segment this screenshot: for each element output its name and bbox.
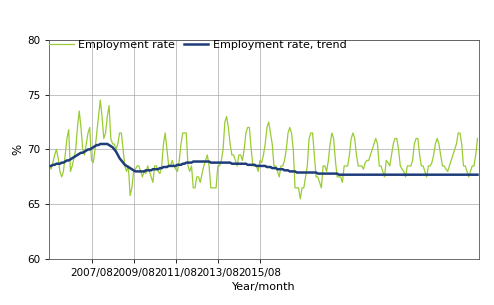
Employment rate, trend: [97, 142, 103, 146]
Employment rate, trend: [178, 163, 184, 167]
Employment rate: [297, 197, 303, 201]
Employment rate: [252, 164, 258, 168]
Employment rate: [46, 164, 52, 168]
Line: Employment rate: Employment rate: [49, 100, 478, 199]
Employment rate, trend: [260, 164, 266, 168]
Employment rate: [78, 126, 84, 129]
Employment rate, trend: [46, 164, 52, 168]
Employment rate: [260, 153, 266, 157]
Employment rate: [97, 98, 103, 102]
Employment rate: [106, 104, 112, 107]
Employment rate, trend: [197, 160, 203, 163]
Employment rate, trend: [106, 143, 112, 147]
Legend: Employment rate, Employment rate, trend: Employment rate, Employment rate, trend: [49, 40, 347, 50]
Employment rate: [197, 181, 203, 184]
Employment rate, trend: [78, 151, 84, 155]
Line: Employment rate, trend: Employment rate, trend: [49, 144, 478, 175]
Employment rate, trend: [252, 163, 258, 167]
X-axis label: Year/month: Year/month: [233, 282, 296, 292]
Y-axis label: %: %: [11, 144, 24, 155]
Employment rate: [178, 142, 184, 146]
Employment rate: [475, 137, 481, 140]
Employment rate, trend: [336, 173, 342, 177]
Employment rate, trend: [475, 173, 481, 177]
